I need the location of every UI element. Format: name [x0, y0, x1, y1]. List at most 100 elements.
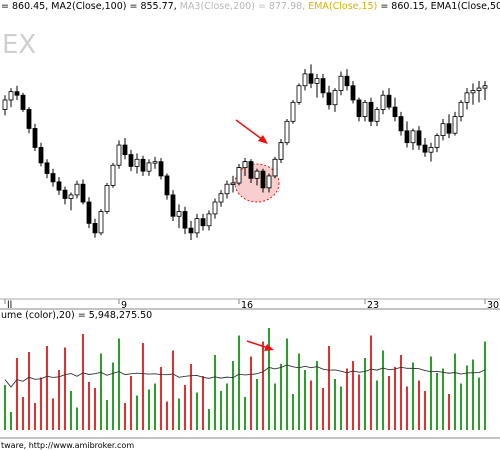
candle-down	[158, 161, 164, 177]
volume-bar-up	[472, 359, 474, 430]
volume-bar-up	[208, 409, 210, 430]
volume-bar-up	[364, 358, 366, 430]
candle-up	[458, 101, 464, 117]
volume-bar-up	[298, 353, 300, 430]
volume-bar-up	[148, 389, 150, 430]
candle-up	[428, 147, 434, 153]
candle-down	[86, 201, 92, 224]
candle-down	[122, 144, 128, 155]
candle-up	[218, 193, 224, 203]
volume-bar-up	[226, 383, 228, 430]
volume-bar-down	[394, 367, 396, 430]
candle-down	[398, 116, 404, 132]
candle-down	[62, 189, 68, 199]
date-tick-label: 23	[367, 300, 379, 311]
candle-down	[92, 222, 98, 234]
volume-bar-up	[316, 361, 318, 430]
volume-bar-up	[112, 362, 114, 430]
volume-bar-up	[376, 380, 378, 430]
volume-bar-up	[268, 328, 270, 430]
volume-bar-down	[190, 364, 192, 430]
volume-bar-down	[322, 388, 324, 430]
candle-up	[110, 164, 116, 186]
candle-up	[272, 158, 278, 177]
volume-header: ume (color),20) = 5,948,275.50	[1, 310, 152, 321]
volume-bar-up	[382, 350, 384, 430]
volume-bar-up	[436, 373, 438, 430]
candle-down	[320, 78, 326, 94]
volume-bar-down	[370, 335, 372, 430]
header-part-1: MA2(Close,100) = 855.77,	[51, 1, 179, 12]
volume-bar-up	[460, 383, 462, 430]
volume-bar-up	[274, 383, 276, 430]
volume-bar-down	[34, 403, 36, 430]
volume-bar-down	[124, 403, 126, 430]
volume-bar-down	[406, 386, 408, 430]
candle-down	[140, 158, 146, 172]
candle-up	[212, 201, 218, 215]
price-arrow-line	[235, 119, 264, 141]
volume-bar-down	[52, 398, 54, 430]
volume-bar-up	[304, 370, 306, 430]
candle-down	[350, 85, 356, 101]
candle-up	[338, 75, 344, 91]
date-tick-label: 30	[487, 300, 499, 311]
volume-bar-up	[478, 377, 480, 430]
candle-down	[248, 161, 254, 179]
candle-down	[356, 99, 362, 117]
volume-bar-down	[424, 391, 426, 430]
candle-down	[14, 91, 20, 96]
candle-down	[26, 109, 32, 129]
header-part-2: MA3(Close,200) = 877.98,	[180, 1, 308, 12]
volume-bar-up	[220, 391, 222, 430]
volume-bar-down	[130, 376, 132, 430]
volume-bar-up	[76, 407, 78, 430]
candle-up	[176, 211, 182, 217]
volume-bar-up	[286, 338, 288, 430]
candle-up	[194, 218, 200, 234]
volume-bar-up	[232, 361, 234, 430]
candle-up	[104, 185, 110, 212]
candle-down	[416, 130, 422, 146]
candle-down	[56, 181, 62, 191]
candle-up	[302, 73, 308, 87]
volume-bar-up	[214, 355, 216, 430]
ticker-watermark: EX	[2, 30, 36, 60]
date-tick-label: 9	[121, 300, 127, 311]
date-tick-label: 16	[241, 300, 253, 311]
candle-up	[332, 90, 338, 106]
candle-down	[404, 130, 410, 144]
candle-up	[68, 194, 74, 199]
volume-bar-up	[484, 341, 486, 430]
candle-up	[440, 123, 446, 136]
volume-bar-down	[88, 382, 90, 430]
candle-up	[254, 170, 260, 179]
volume-bar-up	[442, 368, 444, 430]
price-pane	[2, 64, 488, 240]
volume-bar-up	[196, 392, 198, 430]
candle-down	[260, 170, 266, 189]
candle-down	[188, 227, 194, 234]
candle-up	[2, 99, 8, 110]
candle-down	[344, 75, 350, 87]
volume-bar-down	[418, 380, 420, 430]
candle-up	[314, 78, 320, 84]
candle-down	[20, 94, 26, 110]
candle-down	[392, 106, 398, 117]
candle-up	[8, 91, 14, 101]
volume-bar-down	[166, 401, 168, 430]
volume-arrow-line	[246, 340, 269, 349]
volume-arrow-head	[264, 344, 274, 351]
volume-bar-down	[172, 350, 174, 430]
volume-bar-down	[142, 343, 144, 430]
volume-bar-down	[46, 346, 48, 430]
volume-bar-up	[70, 391, 72, 430]
candle-down	[128, 154, 134, 167]
candle-up	[362, 101, 368, 117]
candle-up	[242, 161, 248, 169]
volume-bar-down	[328, 346, 330, 430]
candle-down	[446, 123, 452, 134]
date-axis: ll 9 16 23 30	[4, 299, 499, 311]
volume-bar-down	[262, 341, 264, 430]
